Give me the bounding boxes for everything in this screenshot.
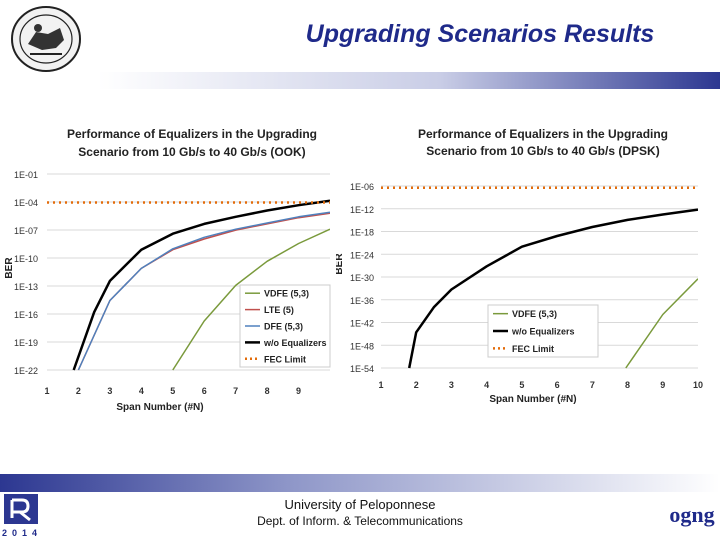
x-tick-label: 3 (449, 380, 454, 390)
x-tick-label: 4 (139, 386, 144, 396)
university-name: University of Peloponnese (284, 497, 436, 512)
x-tick-label: 2 (76, 386, 81, 396)
y-axis-label: BER (336, 253, 345, 275)
logo-year: 2014 (2, 528, 43, 538)
chart-title-line1: Performance of Equalizers in the Upgradi… (67, 127, 317, 141)
department-name: Dept. of Inform. & Telecommunications (257, 514, 463, 528)
legend-label: VDFE (5,3) (264, 289, 309, 299)
series-line-w-o-equalizers (407, 208, 698, 369)
series-line-vdfe-5-3 (625, 278, 698, 369)
y-tick-label: 1E-06 (350, 182, 374, 192)
y-tick-label: 1E-04 (14, 198, 38, 208)
legend-label: FEC Limit (512, 344, 554, 354)
slide-title: Upgrading Scenarios Results (305, 20, 655, 48)
y-tick-label: 1E-01 (14, 170, 38, 180)
x-tick-label: 6 (202, 386, 207, 396)
x-tick-label: 8 (265, 386, 270, 396)
ogng-logo-icon: ogng (669, 502, 714, 527)
ook-ber-chart: Performance of Equalizers in the Upgradi… (4, 127, 331, 413)
y-tick-label: 1E-24 (350, 250, 374, 260)
x-tick-label: 1 (378, 380, 383, 390)
y-axis-label: BER (4, 257, 15, 279)
footer-bar (0, 474, 720, 492)
y-tick-label: 1E-18 (350, 228, 374, 238)
dpsk-ber-chart: Performance of Equalizers in the Upgradi… (336, 127, 703, 405)
y-tick-label: 1E-13 (14, 282, 38, 292)
legend-label: w/o Equalizers (263, 338, 327, 348)
x-tick-label: 1 (44, 386, 49, 396)
y-tick-label: 1E-42 (350, 319, 374, 329)
series-line-vdfe-5-3 (172, 228, 330, 371)
x-tick-label: 9 (660, 380, 665, 390)
legend-label: VDFE (5,3) (512, 309, 557, 319)
y-tick-label: 1E-48 (350, 341, 374, 351)
legend-label: DFE (5,3) (264, 322, 303, 332)
conference-logo-icon (4, 494, 38, 524)
legend-label: w/o Equalizers (511, 327, 575, 337)
legend-label: LTE (5) (264, 305, 294, 315)
x-axis-label: Span Number (#N) (116, 402, 203, 413)
x-tick-label: 7 (233, 386, 238, 396)
x-tick-label: 7 (590, 380, 595, 390)
chart-title-line1: Performance of Equalizers in the Upgradi… (418, 127, 668, 141)
x-tick-label: 5 (519, 380, 524, 390)
x-axis-label: Span Number (#N) (489, 394, 576, 405)
x-tick-label: 3 (107, 386, 112, 396)
y-tick-label: 1E-16 (14, 310, 38, 320)
y-tick-label: 1E-12 (350, 205, 374, 215)
y-tick-label: 1E-22 (14, 366, 38, 376)
legend-label: FEC Limit (264, 354, 306, 364)
y-tick-label: 1E-30 (350, 273, 374, 283)
header-bar (98, 72, 720, 89)
x-tick-label: 5 (170, 386, 175, 396)
y-tick-label: 1E-07 (14, 226, 38, 236)
x-tick-label: 8 (625, 380, 630, 390)
ogng-logo-text: ogng (669, 502, 714, 527)
chart-title-line2: Scenario from 10 Gb/s to 40 Gb/s (OOK) (78, 145, 305, 159)
y-tick-label: 1E-54 (350, 364, 374, 374)
y-tick-label: 1E-36 (350, 296, 374, 306)
x-tick-label: 6 (555, 380, 560, 390)
chart-title-line2: Scenario from 10 Gb/s to 40 Gb/s (DPSK) (426, 144, 659, 158)
y-tick-label: 1E-19 (14, 338, 38, 348)
series-line-w-o-equalizers (72, 199, 330, 371)
x-tick-label: 10 (693, 380, 703, 390)
series-line-dfe-5-3 (77, 211, 330, 371)
x-tick-label: 9 (296, 386, 301, 396)
university-seal-icon (11, 6, 81, 72)
x-tick-label: 2 (414, 380, 419, 390)
x-tick-label: 4 (484, 380, 489, 390)
y-tick-label: 1E-10 (14, 254, 38, 264)
